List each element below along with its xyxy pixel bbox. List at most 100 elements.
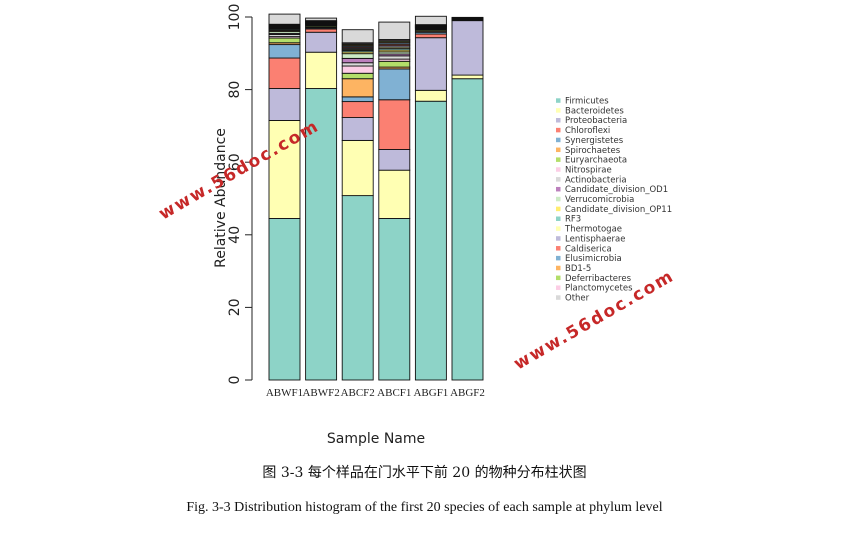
legend-swatch: [556, 167, 561, 172]
legend-swatch: [556, 265, 561, 271]
y-tick-label-20: 20: [227, 298, 243, 316]
legend-label: Synergistetes: [565, 136, 624, 146]
legend-swatch: [556, 157, 561, 162]
legend-swatch: [556, 118, 561, 123]
legend-swatch: [556, 285, 561, 290]
legend: FirmicutesBacteroidetesProteobacteriaChl…: [556, 97, 672, 304]
legend-swatch: [556, 196, 561, 202]
x-axis-categories: ABWF1 ABWF2 ABCF2 ABCF1 ABGF1 ABGF2: [266, 387, 485, 399]
bar-segment-ABWF1-Euryarchaeota: [268, 37, 301, 44]
legend-entry-RF3: RF3: [556, 215, 581, 225]
bar-stack-ABGF2: [451, 16, 484, 381]
legend-swatch: [556, 255, 561, 261]
bar-segment-ABCF2-Candidate_division_OD1: [341, 57, 374, 64]
y-axis-label: Relative Abundance: [213, 128, 229, 268]
bar-segment-ABWF1-Firmicutes: [268, 218, 301, 381]
legend-swatch: [556, 186, 561, 192]
legend-entry-Verrucomicrobia: Verrucomicrobia: [556, 195, 634, 205]
legend-label: Caldiserica: [565, 244, 612, 254]
bar-segment-ABGF2-Other: [451, 16, 484, 19]
bar-segment-ABWF2-Proteobacteria: [305, 31, 338, 53]
bar-segment-ABCF2-Bacteroidetes: [341, 139, 374, 197]
x-category-label: ABGF1: [413, 387, 448, 399]
bar-segment-ABCF2-Chloroflexi: [341, 101, 374, 119]
bar-segment-ABGF1-Other: [414, 15, 447, 26]
x-category-label: ABGF2: [450, 387, 485, 399]
y-tick-label-60: 60: [227, 153, 243, 171]
legend-entry-Nitrospirae: Nitrospirae: [556, 165, 612, 175]
bar-segment-ABCF2-Other: [341, 29, 374, 44]
bar-segment-ABCF2-Actinobacteria: [341, 62, 374, 67]
figure-caption-english: Fig. 3-3 Distribution histogram of the f…: [186, 500, 663, 515]
bar-segment-ABWF1-Bacteroidetes: [268, 120, 301, 219]
legend-label: Bacteroidetes: [565, 106, 624, 116]
bar-segment-ABWF2-Other: [305, 17, 338, 22]
y-tick-label-80: 80: [227, 81, 243, 99]
legend-swatch: [556, 206, 561, 212]
bar-segment-ABCF2-Nitrospirae: [341, 65, 374, 74]
legend-label: RF3: [565, 215, 581, 225]
bar-stack-ABCF2: [341, 29, 374, 381]
legend-entry-Spirochaetes: Spirochaetes: [556, 146, 621, 156]
legend-entry-Chloroflexi: Chloroflexi: [556, 126, 610, 136]
bar-segment-ABCF2-Firmicutes: [341, 195, 374, 381]
bar-segment-ABWF2-Firmicutes: [305, 88, 338, 381]
legend-entry-Actinobacteria: Actinobacteria: [556, 175, 627, 185]
legend-entry-Elusimicrobia: Elusimicrobia: [556, 254, 622, 264]
bar-segment-ABWF2-Chloroflexi: [305, 28, 338, 33]
legend-label: Spirochaetes: [565, 146, 621, 156]
x-category-label: ABCF2: [341, 387, 375, 399]
legend-entry-Caldiserica: Caldiserica: [556, 244, 612, 254]
legend-swatch: [556, 236, 561, 241]
legend-label: Elusimicrobia: [565, 254, 622, 264]
bar-segment-ABWF1-Chloroflexi: [268, 57, 301, 89]
bar-stack-ABCF1: [378, 21, 411, 381]
bar-segment-ABWF1-Synergistetes: [268, 44, 301, 59]
y-tick-label-40: 40: [227, 226, 243, 244]
legend-label: Candidate_division_OP11: [565, 205, 672, 215]
bar-segment-ABGF2-Firmicutes: [451, 78, 484, 381]
bar-segment-ABWF1-Other: [268, 13, 301, 25]
bar-segment-ABCF1-Synergistetes: [378, 68, 411, 101]
legend-label: BD1-5: [565, 264, 591, 274]
bar-segment-ABGF1-Bacteroidetes: [414, 89, 447, 102]
legend-entry-Candidate_division_OP11: Candidate_division_OP11: [556, 205, 672, 215]
bar-stack-ABWF1: [268, 13, 301, 381]
legend-swatch: [556, 295, 561, 300]
legend-swatch: [556, 226, 561, 231]
bar-segment-ABCF2-Verrucomicrobia: [341, 53, 374, 59]
legend-entry-Synergistetes: Synergistetes: [556, 136, 624, 146]
bar-segment-ABCF2-Spirochaetes: [341, 78, 374, 98]
bar-segment-ABCF1-Bacteroidetes: [378, 169, 411, 219]
legend-entry-Other: Other: [556, 294, 590, 304]
bar-segment-ABWF2-Bacteroidetes: [305, 51, 338, 89]
bar-stack-ABWF2: [305, 17, 338, 381]
x-category-label: ABCF1: [377, 387, 411, 399]
bar-stack-ABGF1: [414, 15, 447, 381]
legend-swatch: [556, 147, 561, 153]
legend-label: Actinobacteria: [565, 175, 627, 185]
bar-segment-ABGF1-Proteobacteria: [414, 37, 447, 91]
y-axis: 0 20 40 60 80 100: [227, 4, 253, 384]
legend-label: Proteobacteria: [565, 116, 627, 126]
legend-entry-Thermotogae: Thermotogae: [556, 225, 622, 235]
legend-entry-Proteobacteria: Proteobacteria: [556, 116, 627, 126]
legend-label: Other: [565, 294, 590, 304]
legend-label: Thermotogae: [564, 225, 622, 235]
legend-label: Nitrospirae: [565, 165, 612, 175]
bar-segment-ABGF2-Proteobacteria: [451, 20, 484, 76]
legend-swatch: [556, 98, 561, 103]
legend-label: Chloroflexi: [565, 126, 610, 136]
legend-entry-BD1-5: BD1-5: [556, 264, 591, 274]
legend-label: Planctomycetes: [565, 284, 633, 294]
legend-swatch: [556, 216, 561, 221]
bar-segment-ABCF1-Actinobacteria: [378, 55, 411, 60]
legend-swatch: [556, 246, 561, 251]
bar-segment-ABGF1-Chloroflexi: [414, 33, 447, 39]
bar-segment-ABCF1-Chloroflexi: [378, 99, 411, 150]
bar-segment-ABCF2-Euryarchaeota: [341, 72, 374, 80]
x-category-label: ABWF2: [302, 387, 339, 399]
x-axis-label: Sample Name: [327, 431, 425, 447]
bars-layer: [268, 13, 484, 381]
legend-label: Euryarchaeota: [565, 156, 627, 166]
